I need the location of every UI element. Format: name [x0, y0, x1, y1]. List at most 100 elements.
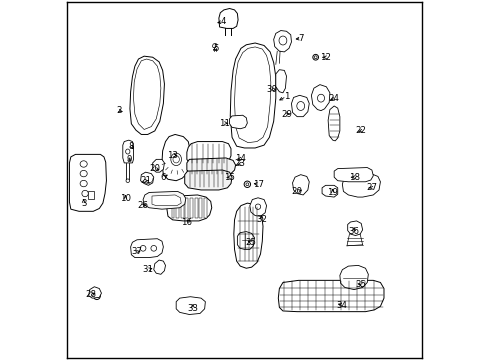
- Polygon shape: [311, 85, 329, 111]
- Polygon shape: [278, 280, 383, 312]
- Polygon shape: [339, 265, 367, 289]
- Text: 30: 30: [266, 85, 277, 94]
- Text: 12: 12: [320, 53, 330, 62]
- Polygon shape: [88, 287, 101, 298]
- Text: 37: 37: [131, 247, 142, 256]
- Polygon shape: [194, 198, 197, 219]
- Ellipse shape: [93, 292, 100, 300]
- Text: 20: 20: [149, 164, 160, 173]
- Ellipse shape: [126, 179, 129, 183]
- Polygon shape: [141, 172, 153, 185]
- Text: 25: 25: [245, 238, 256, 247]
- Polygon shape: [347, 221, 362, 235]
- Polygon shape: [233, 203, 263, 268]
- Text: 18: 18: [348, 173, 359, 182]
- Polygon shape: [237, 231, 254, 249]
- Polygon shape: [203, 198, 206, 219]
- Polygon shape: [176, 198, 179, 219]
- Text: 35: 35: [355, 280, 366, 289]
- Ellipse shape: [151, 246, 156, 251]
- Text: 1: 1: [283, 92, 288, 101]
- Polygon shape: [186, 158, 235, 176]
- Text: 26: 26: [137, 201, 148, 210]
- Polygon shape: [199, 198, 202, 219]
- Polygon shape: [219, 9, 238, 28]
- Polygon shape: [176, 297, 205, 315]
- Polygon shape: [152, 195, 181, 206]
- Text: 28: 28: [85, 290, 96, 299]
- Ellipse shape: [296, 102, 304, 111]
- Text: 3: 3: [81, 199, 86, 208]
- Polygon shape: [181, 198, 183, 219]
- Ellipse shape: [170, 153, 181, 166]
- Ellipse shape: [80, 161, 87, 167]
- Polygon shape: [69, 154, 106, 211]
- Ellipse shape: [125, 149, 130, 154]
- Polygon shape: [234, 47, 270, 143]
- Polygon shape: [153, 260, 165, 274]
- Ellipse shape: [95, 294, 99, 297]
- Text: 8: 8: [128, 142, 134, 151]
- Text: 7: 7: [298, 34, 304, 43]
- Polygon shape: [171, 198, 174, 219]
- Polygon shape: [229, 115, 247, 129]
- Text: 9: 9: [126, 155, 131, 164]
- Text: 23: 23: [234, 159, 245, 168]
- Polygon shape: [88, 192, 94, 198]
- Polygon shape: [162, 134, 190, 181]
- Text: 6: 6: [160, 173, 166, 182]
- Text: 15: 15: [224, 173, 235, 182]
- Polygon shape: [230, 43, 275, 148]
- Polygon shape: [166, 195, 211, 221]
- Ellipse shape: [314, 56, 316, 59]
- Ellipse shape: [244, 181, 250, 188]
- Polygon shape: [122, 140, 133, 163]
- Ellipse shape: [245, 183, 248, 186]
- Polygon shape: [322, 185, 337, 197]
- Polygon shape: [185, 198, 188, 219]
- Polygon shape: [327, 106, 339, 141]
- Text: 20: 20: [291, 187, 302, 196]
- Polygon shape: [190, 198, 192, 219]
- Polygon shape: [152, 159, 164, 172]
- Polygon shape: [186, 141, 230, 165]
- Text: 4: 4: [220, 17, 225, 26]
- Text: 5: 5: [213, 44, 218, 53]
- Ellipse shape: [81, 190, 88, 197]
- Text: 19: 19: [326, 188, 338, 197]
- Polygon shape: [342, 174, 380, 197]
- Polygon shape: [143, 192, 185, 209]
- Text: 29: 29: [281, 110, 291, 119]
- Text: 27: 27: [366, 183, 377, 192]
- Ellipse shape: [255, 204, 260, 210]
- Ellipse shape: [312, 54, 318, 60]
- Text: 22: 22: [355, 126, 366, 135]
- Text: 13: 13: [167, 150, 178, 159]
- Text: 34: 34: [336, 301, 347, 310]
- Polygon shape: [333, 167, 372, 182]
- Text: 21: 21: [140, 176, 151, 185]
- Polygon shape: [275, 70, 286, 93]
- Polygon shape: [212, 43, 216, 48]
- Text: 17: 17: [253, 180, 264, 189]
- Text: 31: 31: [142, 265, 153, 274]
- Text: 16: 16: [181, 218, 192, 227]
- Text: 2: 2: [116, 106, 122, 115]
- Polygon shape: [292, 175, 308, 195]
- Polygon shape: [291, 95, 308, 117]
- Ellipse shape: [317, 94, 324, 102]
- Text: 10: 10: [120, 194, 130, 203]
- Polygon shape: [133, 59, 161, 130]
- Polygon shape: [130, 239, 163, 257]
- Polygon shape: [273, 31, 291, 52]
- Ellipse shape: [80, 180, 87, 187]
- Ellipse shape: [80, 170, 87, 177]
- Text: 36: 36: [348, 227, 359, 236]
- Text: 11: 11: [219, 118, 230, 127]
- Ellipse shape: [279, 36, 286, 45]
- Polygon shape: [130, 56, 164, 134]
- Polygon shape: [184, 170, 232, 190]
- Text: 14: 14: [235, 154, 246, 163]
- Ellipse shape: [140, 246, 145, 251]
- Text: 24: 24: [328, 94, 339, 103]
